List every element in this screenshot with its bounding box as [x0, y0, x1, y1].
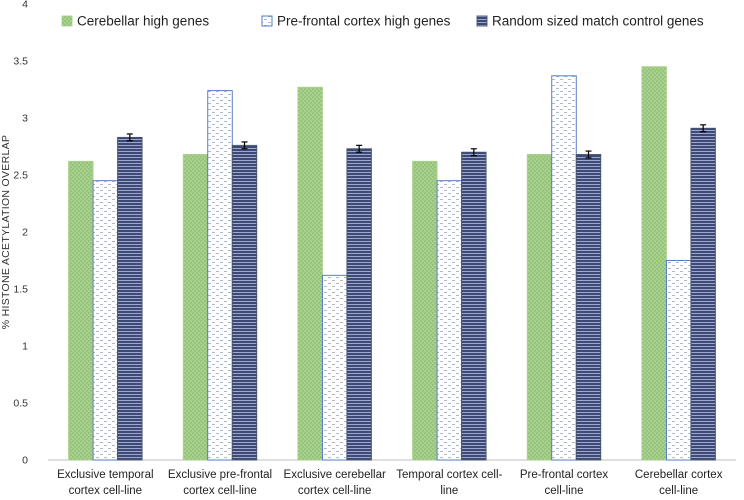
error-bars: [126, 124, 707, 159]
legend-label: Random sized match control genes: [492, 14, 704, 29]
category-label: Cerebellar cortex: [635, 469, 723, 481]
bar-dots-series: [297, 86, 323, 461]
legend-swatch: [61, 15, 73, 27]
y-tick-label: 2.5: [13, 170, 28, 182]
y-tick-label: 0: [22, 455, 28, 467]
bar-stripes-series: [346, 148, 372, 461]
bar-dots-series: [641, 66, 667, 461]
bar-dashes-series: [436, 180, 463, 461]
error-bar: [126, 133, 133, 142]
bar-dots-series: [412, 160, 438, 461]
category-label: Exclusive temporal: [57, 469, 154, 481]
category-label: cortex cell-line: [183, 485, 257, 497]
category-labels: Exclusive temporal cortex cell-line Exclus…: [57, 469, 723, 497]
category-label: Exclusive pre-frontal: [168, 469, 272, 481]
bar-dots-series: [182, 154, 209, 461]
legend-item: Cerebellar high genes: [61, 14, 209, 29]
bar-dots-series: [68, 160, 94, 461]
bars: [68, 66, 716, 461]
bar-dashes-series: [665, 260, 692, 461]
legend-item: Pre-frontal cortex high genes: [261, 14, 451, 29]
bar-stripes-series: [461, 151, 487, 461]
error-bar: [356, 144, 363, 153]
y-tick-label: 0.5: [13, 398, 28, 410]
bar-dashes-series: [321, 274, 348, 461]
bar-dashes-series: [92, 180, 119, 461]
bar-dashes-series: [207, 90, 233, 461]
category-label: Pre-frontal cortex: [520, 469, 608, 481]
y-tick-label: 1.5: [13, 284, 28, 296]
bar-stripes-series: [117, 136, 143, 461]
bar-stripes-series: [231, 144, 258, 461]
y-tick-labels: 0 0.5 1 1.5 2 2.5 3 3.5 4: [13, 0, 28, 467]
y-tick-label: 3: [22, 113, 28, 125]
bar-stripes-series: [690, 127, 716, 461]
error-bar: [585, 150, 592, 159]
category-label: cell-line: [545, 485, 584, 497]
category-label: cortex cell-line: [69, 485, 143, 497]
bar-dots-series: [526, 154, 553, 461]
error-bar: [700, 124, 707, 133]
bar-dashes-series: [551, 75, 577, 461]
legend: Cerebellar high genes Pre-frontal cortex …: [61, 14, 704, 29]
error-bar: [241, 141, 248, 150]
legend-swatch: [261, 15, 273, 27]
legend-swatch: [476, 15, 488, 27]
category-label: line: [440, 485, 458, 497]
bar-stripes-series: [575, 154, 602, 461]
y-tick-label: 2: [22, 227, 28, 239]
category-label: cell-line: [659, 485, 698, 497]
legend-label: Cerebellar high genes: [77, 14, 209, 29]
y-tick-label: 1: [22, 341, 28, 353]
legend-label: Pre-frontal cortex high genes: [277, 14, 451, 29]
category-label: Temporal cortex cell-: [396, 469, 502, 481]
y-tick-label: 3.5: [13, 56, 28, 68]
y-axis-label: % HISTONE ACETYLATION OVERLAP: [0, 135, 12, 329]
category-label: cortex cell-line: [298, 485, 372, 497]
legend-item: Random sized match control genes: [476, 14, 704, 29]
y-tick-label: 4: [22, 0, 28, 11]
error-bar: [470, 148, 477, 157]
category-label: Exclusive cerebellar: [284, 469, 386, 481]
